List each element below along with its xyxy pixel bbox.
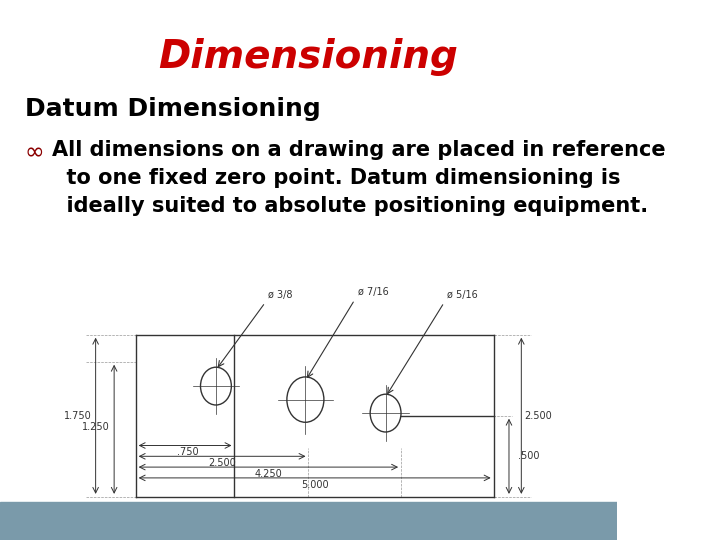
Text: Dimensioning: Dimensioning bbox=[158, 38, 459, 76]
Text: 5.000: 5.000 bbox=[301, 480, 328, 490]
Text: All dimensions on a drawing are placed in reference
  to one fixed zero point. D: All dimensions on a drawing are placed i… bbox=[53, 140, 666, 217]
Text: 2.500: 2.500 bbox=[208, 458, 236, 468]
Bar bbox=[0, 502, 617, 540]
Text: 4.250: 4.250 bbox=[254, 469, 282, 479]
Text: 1.250: 1.250 bbox=[82, 422, 110, 431]
Text: 2.500: 2.500 bbox=[524, 411, 552, 421]
Text: ø 3/8: ø 3/8 bbox=[269, 289, 293, 300]
Text: ∞: ∞ bbox=[24, 140, 45, 164]
Text: .750: .750 bbox=[177, 447, 199, 457]
Text: Datum Dimensioning: Datum Dimensioning bbox=[24, 97, 320, 121]
Text: ø 7/16: ø 7/16 bbox=[358, 287, 389, 297]
Text: 1.750: 1.750 bbox=[63, 411, 91, 421]
Text: ø 5/16: ø 5/16 bbox=[447, 289, 478, 300]
Text: .500: .500 bbox=[518, 451, 540, 461]
